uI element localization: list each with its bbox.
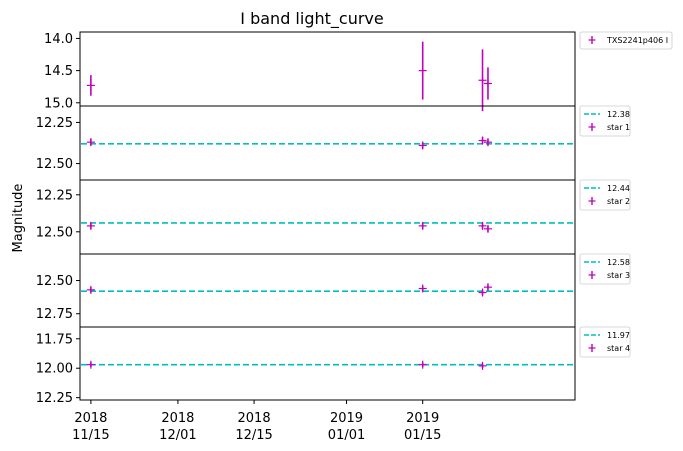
y-tick-label: 12.50 xyxy=(36,157,73,172)
legend: 11.97 star 4 xyxy=(579,326,631,358)
panels-layer: 14.0 14.5 15.0 TXS2241p406 I 12.25 12.50 12.38… xyxy=(36,31,673,406)
y-tick-label: 12.75 xyxy=(36,307,73,322)
data-point xyxy=(418,360,427,369)
legend-label: 12.44 xyxy=(607,184,630,193)
data-point xyxy=(86,138,95,147)
data-point xyxy=(418,284,427,293)
data-point xyxy=(478,49,487,112)
legend-label: star 4 xyxy=(607,344,630,353)
data-point xyxy=(86,75,95,96)
x-tick-label-year: 2019 xyxy=(330,411,363,426)
panel-frame xyxy=(79,105,576,181)
legend-label: star 2 xyxy=(607,197,630,206)
data-point xyxy=(418,221,427,230)
legend-label: star 1 xyxy=(607,123,630,132)
y-tick-label: 12.25 xyxy=(36,188,73,203)
data-point xyxy=(86,360,95,369)
x-axis: 2018 11/15 2018 12/01 2018 12/15 2019 01/01 2019… xyxy=(72,400,441,443)
x-tick-label-date: 12/15 xyxy=(235,428,272,443)
y-tick-label: 14.5 xyxy=(44,64,73,79)
panel-4: 12.50 12.75 12.58 star 3 xyxy=(36,253,631,328)
data-point xyxy=(478,136,487,145)
x-tick-label-date: 11/15 xyxy=(72,428,109,443)
panel-frame xyxy=(79,31,576,107)
y-tick-label: 12.25 xyxy=(36,391,73,406)
x-tick-label-year: 2018 xyxy=(161,411,194,426)
data-point xyxy=(418,41,427,100)
legend-label: 12.58 xyxy=(607,258,630,267)
legend: 12.38 star 1 xyxy=(579,105,631,137)
y-tick-label: 12.25 xyxy=(36,116,73,131)
data-point xyxy=(86,285,95,294)
legend: 12.58 star 3 xyxy=(579,253,631,285)
legend-box xyxy=(579,31,673,50)
x-tick-label-year: 2019 xyxy=(406,411,439,426)
legend-label: 12.38 xyxy=(607,110,630,119)
y-tick-label: 12.00 xyxy=(36,362,73,377)
panel-5: 11.75 12.00 12.25 11.97 star 4 xyxy=(36,326,631,406)
panel-3: 12.25 12.50 12.44 star 2 xyxy=(36,179,631,255)
panel-frame xyxy=(79,326,576,401)
y-tick-label: 11.75 xyxy=(36,332,73,347)
legend-label: star 3 xyxy=(607,271,630,280)
y-tick-label: 14.0 xyxy=(44,32,73,47)
legend-label: TXS2241p406 I xyxy=(606,36,668,45)
legend: 12.44 star 2 xyxy=(579,179,631,211)
x-tick-label-year: 2018 xyxy=(238,411,271,426)
x-tick-label-date: 12/01 xyxy=(159,428,196,443)
data-point xyxy=(483,224,492,233)
x-tick-label-date: 01/01 xyxy=(328,428,365,443)
legend: TXS2241p406 I xyxy=(579,31,673,50)
data-point xyxy=(483,138,492,147)
data-point xyxy=(478,288,487,297)
data-point xyxy=(478,221,487,230)
x-tick-label-year: 2018 xyxy=(74,411,107,426)
y-axis-label: Magnitude xyxy=(11,184,26,253)
y-tick-label: 12.50 xyxy=(36,225,73,240)
data-point xyxy=(418,141,427,150)
panel-2: 12.25 12.50 12.38 star 1 xyxy=(36,105,631,181)
y-tick-label: 12.50 xyxy=(36,274,73,289)
legend-label: 11.97 xyxy=(607,331,630,340)
data-point xyxy=(483,67,492,100)
data-point xyxy=(86,221,95,230)
data-point xyxy=(483,283,492,292)
y-tick-label: 15.0 xyxy=(44,96,73,111)
x-tick-label-date: 01/15 xyxy=(404,428,441,443)
chart-title: I band light_curve xyxy=(240,9,383,29)
panel-frame xyxy=(79,179,576,255)
data-point xyxy=(478,361,487,370)
panel-1: 14.0 14.5 15.0 TXS2241p406 I xyxy=(44,31,673,112)
